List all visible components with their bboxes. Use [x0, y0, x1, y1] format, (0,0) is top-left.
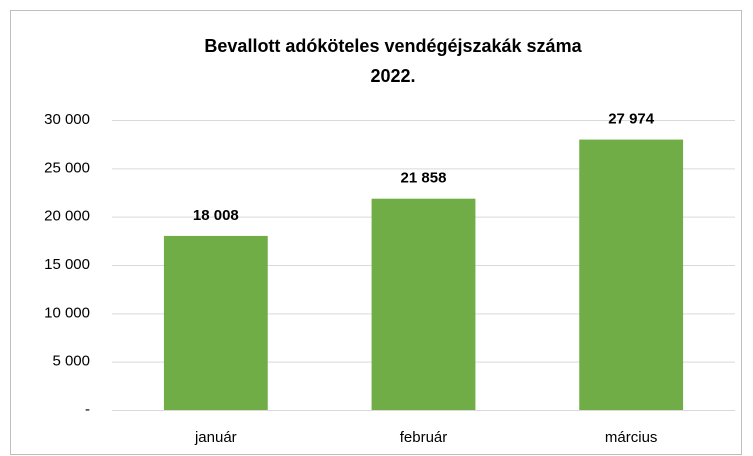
y-tick-label: 25 000 [44, 159, 90, 176]
x-tick-label: január [194, 429, 237, 446]
y-tick-label: 5 000 [52, 353, 90, 370]
bar [579, 139, 684, 411]
x-tick-label: február [400, 429, 448, 446]
chart-title: Bevallott adóköteles vendégéjszakák szám… [204, 36, 582, 56]
chart-subtitle: 2022. [370, 66, 415, 86]
y-tick-label: 20 000 [44, 208, 90, 225]
y-tick-label: - [85, 401, 90, 418]
x-tick-label: március [605, 429, 658, 446]
data-label: 18 008 [193, 207, 239, 224]
bar [163, 235, 268, 410]
data-label: 21 858 [401, 170, 447, 187]
y-tick-label: 10 000 [44, 304, 90, 321]
bar [371, 198, 476, 410]
y-tick-label: 30 000 [44, 111, 90, 128]
y-tick-label: 15 000 [44, 256, 90, 273]
data-label: 27 974 [608, 111, 655, 128]
